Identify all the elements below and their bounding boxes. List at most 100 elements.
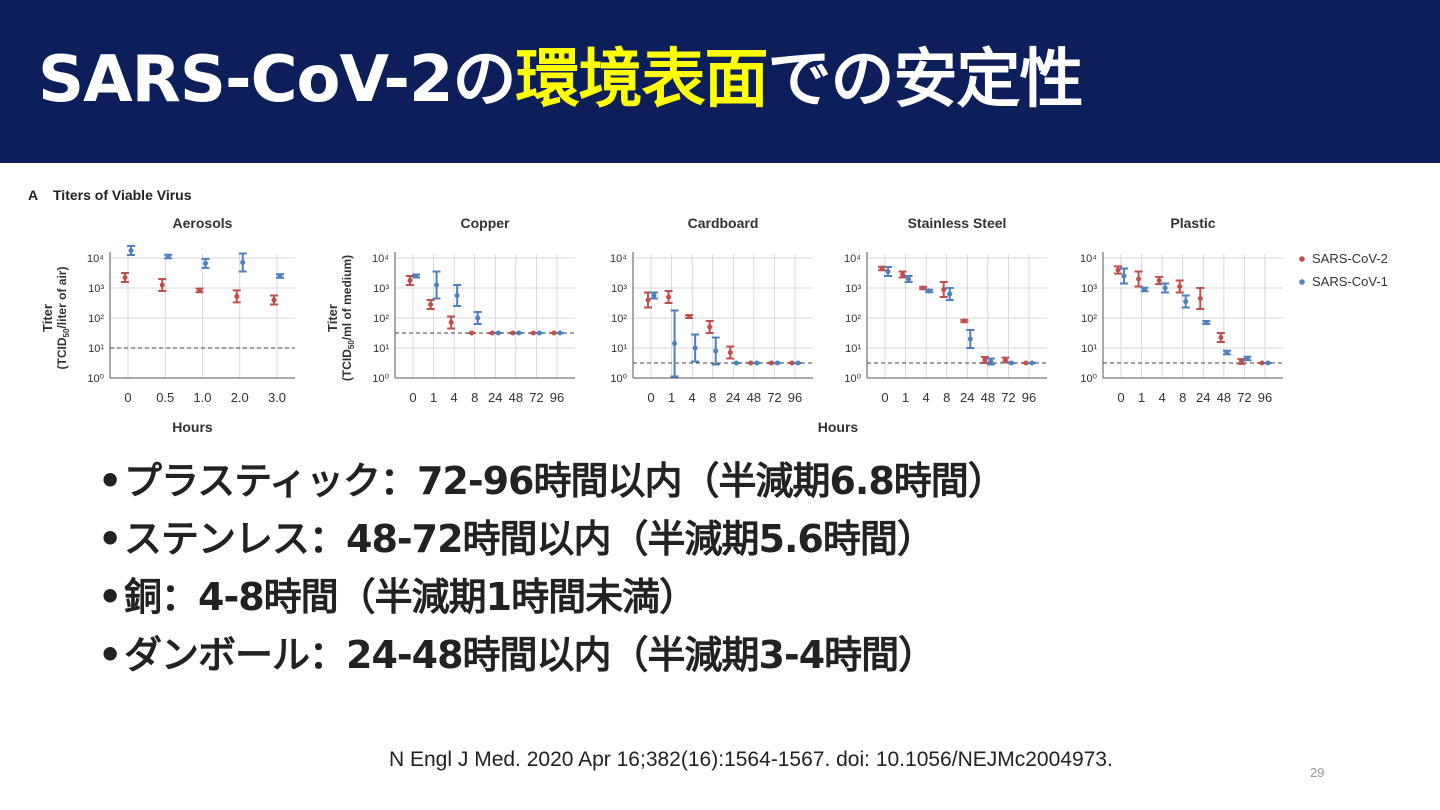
y-tick-label: 10³: [845, 283, 861, 295]
data-point: [707, 324, 713, 330]
y-axis-unit: (TCID50/liter of air): [55, 267, 71, 370]
data-point: [165, 254, 171, 259]
citation: N Engl J Med. 2020 Apr 16;382(16):1564-1…: [389, 748, 1113, 771]
x-axis-label: Hours: [172, 419, 213, 435]
x-tick-label: 1: [902, 390, 909, 405]
data-point: [475, 315, 481, 321]
data-point: [203, 260, 208, 266]
y-unit-part: (TCID: [340, 349, 354, 381]
y-tick-label: 10⁴: [87, 253, 104, 265]
data-point: [961, 318, 967, 324]
data-point: [645, 297, 651, 303]
y-tick-label: 10⁴: [372, 253, 389, 265]
shared-x-axis-label: Hours: [818, 419, 859, 435]
y-unit-subscript: 50: [347, 340, 356, 349]
x-tick-label: 8: [1179, 390, 1186, 405]
bullet-cardboard: •ダンボール：24-48時間以内（半減期3-4時間）: [98, 633, 936, 677]
data-point: [885, 269, 891, 274]
data-point: [1177, 284, 1183, 289]
y-tick-label: 10¹: [1081, 343, 1097, 355]
data-point: [651, 293, 657, 298]
data-point: [128, 248, 134, 253]
data-point: [1203, 320, 1209, 325]
bullet-text: ステンレス：48-72時間以内（半減期5.6時間）: [124, 517, 935, 561]
data-point: [982, 357, 988, 363]
data-point: [557, 330, 563, 336]
x-tick-label: 8: [709, 390, 716, 405]
data-point: [748, 360, 754, 366]
data-point: [448, 320, 454, 325]
bullet-text: 銅：4-8時間（半減期1時間未満）: [124, 575, 697, 619]
data-point: [1008, 360, 1014, 366]
y-unit-part: /ml of medium): [340, 255, 354, 340]
x-tick-label: 3.0: [268, 390, 286, 405]
x-tick-label: 96: [788, 390, 802, 405]
y-tick-label: 10⁰: [610, 373, 627, 385]
data-point: [1224, 350, 1230, 355]
data-point: [926, 288, 932, 294]
data-point: [686, 314, 692, 319]
data-point: [1218, 335, 1224, 340]
data-point: [495, 330, 501, 336]
data-point: [754, 360, 760, 366]
x-tick-label: 72: [1001, 390, 1015, 405]
data-point: [1121, 273, 1127, 279]
y-axis-label: Titer: [325, 304, 340, 332]
bullet-text: ダンボール：24-48時間以内（半減期3-4時間）: [124, 633, 936, 677]
y-tick-label: 10²: [611, 313, 627, 325]
x-tick-label: 96: [1258, 390, 1272, 405]
x-tick-label: 0: [124, 390, 131, 405]
y-tick-label: 10³: [1081, 283, 1097, 295]
x-tick-label: 0: [1117, 390, 1124, 405]
y-tick-label: 10³: [88, 283, 104, 295]
data-point: [277, 273, 283, 279]
figure-title: Titers of Viable Virus: [53, 187, 192, 203]
y-tick-label: 10⁴: [844, 253, 861, 265]
data-point: [733, 360, 739, 366]
data-point: [1265, 360, 1271, 366]
x-tick-label: 0: [647, 390, 654, 405]
y-tick-label: 10⁰: [844, 373, 861, 385]
y-tick-label: 10⁰: [372, 373, 389, 385]
title-suffix: での安定性: [767, 43, 1083, 117]
data-point: [1238, 359, 1244, 364]
bullet-list: •プラスティック：72-96時間以内（半減期6.8時間） •ステンレス：48-7…: [98, 452, 1006, 684]
data-point: [988, 359, 994, 364]
panel-title: Copper: [461, 215, 511, 231]
x-tick-label: 72: [1237, 390, 1251, 405]
y-axis-unit: (TCID50/ml of medium): [340, 255, 356, 381]
data-point: [967, 336, 973, 342]
x-tick-label: 48: [981, 390, 995, 405]
x-tick-label: 48: [747, 390, 761, 405]
y-tick-label: 10²: [88, 313, 104, 325]
data-point: [122, 275, 128, 280]
data-point: [906, 276, 912, 282]
viral-titer-figure: A Titers of Viable Virus Aerosols 10⁰ 10¹ 10²…: [28, 187, 1388, 435]
data-point: [795, 360, 801, 366]
x-tick-label: 24: [960, 390, 974, 405]
y-tick-label: 10⁰: [87, 373, 104, 385]
title-prefix: SARS-CoV-2の: [38, 43, 516, 117]
data-point: [1244, 356, 1250, 361]
panel-title: Aerosols: [173, 215, 233, 231]
x-tick-label: 1.0: [193, 390, 211, 405]
x-tick-label: 1: [1138, 390, 1145, 405]
y-unit-part: /liter of air): [55, 267, 69, 329]
y-axis-label: Titer: [40, 304, 55, 332]
x-tick-label: 24: [1196, 390, 1210, 405]
data-point: [454, 293, 460, 298]
y-tick-label: 10²: [1081, 313, 1097, 325]
data-point: [666, 294, 672, 300]
bullet-copper: •銅：4-8時間（半減期1時間未満）: [98, 575, 697, 619]
title-highlight: 環境表面: [515, 43, 768, 117]
y-tick-label: 10¹: [845, 343, 861, 355]
data-point: [768, 360, 774, 366]
slide-title: SARS-CoV-2の環境表面での安定性: [38, 48, 1083, 112]
x-tick-label: 1: [668, 390, 675, 405]
x-tick-label: 96: [550, 390, 564, 405]
x-tick-label: 96: [1022, 390, 1036, 405]
y-tick-label: 10²: [373, 313, 389, 325]
data-point: [941, 287, 947, 292]
data-point: [1136, 276, 1142, 282]
legend-marker: [1299, 256, 1305, 262]
